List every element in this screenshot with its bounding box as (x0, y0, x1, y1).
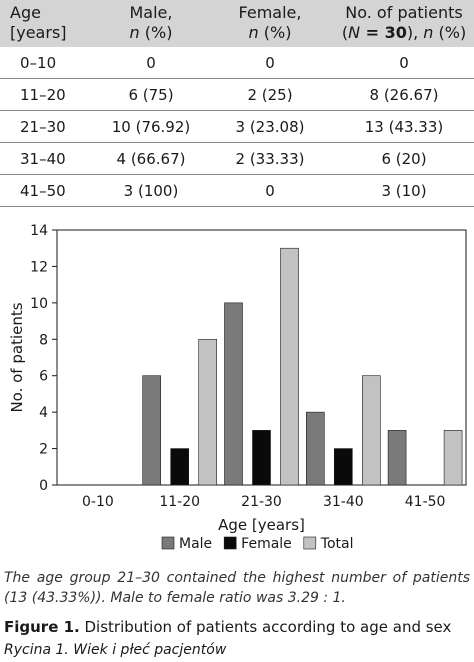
figure-note: The age group 21–30 contained the highes… (4, 570, 470, 606)
y-tick-label: 12 (30, 259, 48, 275)
bar-male-21-30 (224, 302, 243, 486)
header-male: Male, n (%) (96, 0, 206, 47)
x-tick-label: 31-40 (323, 494, 364, 510)
legend-label-female: Female (241, 536, 292, 552)
cell-male: 3 (100) (96, 174, 206, 207)
table-row: 31–40 4 (66.67) 2 (33.33) 6 (20) (0, 142, 474, 175)
header-total: No. of patients (N = 30), n (%) (334, 0, 474, 47)
bar-female-21-30 (252, 430, 271, 486)
legend-label-male: Male (179, 536, 212, 552)
table-header-row: Age [years] Male, n (%) Female, n (%) No. o… (0, 0, 474, 47)
cell-age: 0–10 (0, 47, 96, 79)
cell-age: 31–40 (0, 142, 96, 175)
y-tick-label: 6 (39, 369, 48, 385)
polish-caption: Rycina 1. Wiek i płeć pacjentów (4, 642, 227, 658)
table-row: 41–50 3 (100) 0 3 (10) (0, 174, 474, 207)
cell-female: 2 (25) (206, 78, 334, 111)
table-row: 11–20 6 (75) 2 (25) 8 (26.67) (0, 78, 474, 111)
cell-total: 8 (26.67) (334, 78, 474, 111)
header-age: Age [years] (0, 0, 96, 47)
x-tick-label: 21-30 (241, 494, 282, 510)
bar-male-11-20 (142, 375, 161, 486)
bar-male-41-50 (387, 430, 407, 486)
header-female: Female, n (%) (206, 0, 334, 47)
cell-female: 0 (206, 47, 334, 79)
y-tick-label: 4 (39, 405, 48, 421)
bar-total-11-20 (198, 338, 217, 486)
legend-label-total: Total (320, 536, 354, 552)
cell-total: 13 (43.33) (334, 110, 474, 143)
cell-female: 2 (33.33) (206, 142, 334, 175)
legend-swatch-female (223, 536, 237, 550)
bar-male-31-40 (305, 411, 325, 486)
figure-label: Figure 1. (4, 618, 80, 636)
x-tick-label: 0-10 (82, 494, 114, 510)
figure-caption: Figure 1. Distribution of patients accor… (4, 618, 451, 636)
bar-female-11-20 (170, 448, 189, 486)
y-tick-label: 0 (39, 478, 48, 494)
y-axis-label: No. of patients (8, 302, 26, 412)
cell-total: 3 (10) (334, 174, 474, 207)
cell-total: 6 (20) (334, 142, 474, 175)
y-tick-label: 2 (39, 442, 48, 458)
cell-female: 0 (206, 174, 334, 207)
bar-female-31-40 (333, 448, 353, 486)
cell-female: 3 (23.08) (206, 110, 334, 143)
figure-caption-text: Distribution of patients according to ag… (79, 618, 452, 636)
x-axis-label: Age [years] (218, 516, 305, 534)
cell-male: 6 (75) (96, 78, 206, 111)
age-sex-bar-chart: 0 2 4 6 8 10 12 14 0-10 11-20 21-30 31-40 41-50 Age [… (8, 223, 467, 552)
bar-total-41-50 (443, 430, 463, 486)
cell-total: 0 (334, 47, 474, 79)
y-tick-label: 8 (39, 332, 48, 348)
cell-age: 11–20 (0, 78, 96, 111)
bar-total-21-30 (280, 247, 299, 486)
bar-total-31-40 (361, 375, 381, 486)
legend-swatch-male (161, 536, 175, 550)
cell-male: 4 (66.67) (96, 142, 206, 175)
table-row: 21–30 10 (76.92) 3 (23.08) 13 (43.33) (0, 110, 474, 143)
cell-age: 21–30 (0, 110, 96, 143)
cell-male: 0 (96, 47, 206, 79)
y-tick-label: 10 (30, 296, 48, 312)
patients-table: Age [years] Male, n (%) Female, n (%) No. o… (0, 0, 474, 207)
y-tick-label: 14 (30, 223, 48, 239)
cell-age: 41–50 (0, 174, 96, 207)
cell-male: 10 (76.92) (96, 110, 206, 143)
legend-swatch-total (303, 536, 317, 550)
x-tick-label: 41-50 (405, 494, 446, 510)
table-row: 0–10 0 0 0 (0, 47, 474, 79)
x-tick-label: 11-20 (159, 494, 200, 510)
